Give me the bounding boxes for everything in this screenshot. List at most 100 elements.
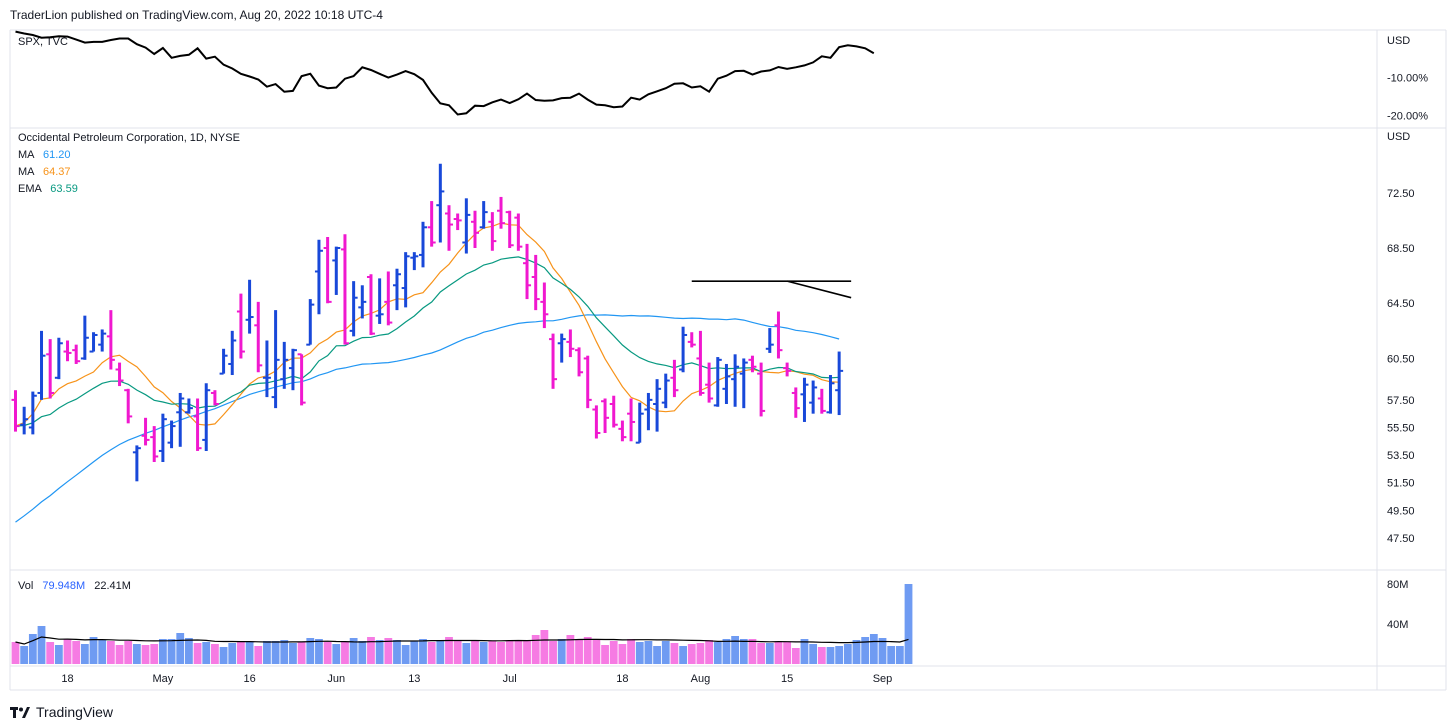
- ohlc-bar: [497, 196, 506, 229]
- ohlc-bar: [627, 398, 636, 442]
- ema-line: [15, 256, 840, 427]
- spx-tick-label: -20.00%: [1387, 111, 1428, 123]
- ohlc-bar: [583, 355, 592, 409]
- ohlc-bar: [54, 337, 63, 380]
- ohlc-bar: [349, 281, 358, 337]
- ohlc-bar: [366, 274, 375, 335]
- ohlc-bar: [514, 213, 523, 251]
- price-tick-label: 51.50: [1387, 478, 1415, 490]
- volume-bar: [375, 640, 384, 664]
- ohlc-bar: [98, 329, 107, 352]
- ohlc-bar: [523, 243, 532, 300]
- ohlc-bar: [89, 332, 98, 353]
- volume-bar: [211, 644, 219, 664]
- publish-info: TraderLion published on TradingView.com,…: [10, 8, 383, 22]
- time-tick-label: Sep: [873, 673, 893, 685]
- volume-bar: [436, 641, 445, 664]
- ma2-label: MA: [18, 166, 34, 178]
- ohlc-bar: [757, 362, 766, 417]
- volume-bar: [531, 635, 540, 664]
- volume-bar: [445, 637, 453, 664]
- volume-bar: [765, 643, 774, 664]
- volume-bar: [280, 640, 289, 664]
- ohlc-bar: [306, 299, 315, 346]
- volume-bar: [748, 639, 757, 664]
- volume-bar: [817, 647, 826, 664]
- ohlc-bar: [479, 201, 488, 229]
- price-tick-label: 64.50: [1387, 298, 1415, 310]
- volume-bar: [358, 641, 367, 664]
- ohlc-bar: [566, 329, 575, 358]
- volume-bar: [341, 642, 349, 664]
- volume-bar: [323, 642, 332, 664]
- volume-bar: [315, 639, 323, 664]
- volume-bar: [514, 640, 523, 664]
- ohlc-bar: [375, 278, 384, 324]
- ohlc-bar: [713, 357, 722, 407]
- price-tick-label: 60.50: [1387, 353, 1415, 365]
- price-tick-label: 72.50: [1387, 188, 1415, 200]
- volume-bar: [150, 644, 159, 664]
- volume-bar: [202, 642, 211, 664]
- spx-currency-label: USD: [1387, 35, 1410, 47]
- ohlc-bar: [202, 383, 211, 451]
- ohlc-bar: [184, 398, 193, 414]
- ohlc-bar: [471, 210, 480, 249]
- ohlc-bar: [635, 402, 644, 444]
- volume-bar: [20, 646, 29, 664]
- volume-bar: [739, 639, 748, 664]
- volume-bar: [167, 639, 176, 664]
- volume-bar: [141, 645, 150, 664]
- volume-legend: Vol 79.948M 22.41M: [18, 578, 131, 595]
- vol-label: Vol: [18, 580, 34, 592]
- ohlc-bar: [254, 301, 263, 373]
- volume-bar: [115, 645, 124, 664]
- ohlc-bar: [679, 326, 688, 373]
- volume-bar: [679, 646, 687, 664]
- volume-bar: [887, 646, 896, 664]
- volume-bar: [479, 642, 488, 664]
- ohlc-bar: [436, 163, 445, 243]
- ohlc-bar: [20, 406, 29, 435]
- ohlc-bar: [141, 417, 150, 446]
- volume-bar: [228, 643, 237, 664]
- volume-bar: [89, 637, 98, 664]
- volume-bar: [583, 637, 592, 664]
- price-tick-label: 53.50: [1387, 450, 1415, 462]
- volume-bar: [800, 639, 809, 664]
- volume-tick-label: 40M: [1387, 619, 1408, 631]
- ema-legend: EMA 63.59: [18, 181, 240, 198]
- footer-brand: TradingView: [36, 704, 114, 720]
- ma1-label: MA: [18, 149, 34, 161]
- volume-bar: [98, 640, 107, 664]
- ohlc-bar: [609, 395, 618, 428]
- volume-bar: [297, 642, 306, 664]
- ma-long-line: [15, 314, 840, 523]
- price-legend: Occidental Petroleum Corporation, 1D, NY…: [18, 130, 240, 198]
- volume-bar: [37, 626, 46, 664]
- ohlc-bar: [323, 236, 332, 304]
- time-tick-label: 18: [616, 673, 628, 685]
- volume-bar: [471, 641, 479, 664]
- ohlc-bar: [297, 353, 306, 406]
- ohlc-bar: [488, 212, 497, 251]
- volume-bar: [627, 639, 635, 664]
- spx-line: [15, 30, 875, 116]
- ohlc-bar: [445, 205, 453, 251]
- volume-bar: [185, 638, 193, 664]
- volume-tick-label: 80M: [1387, 579, 1408, 591]
- ohlc-bar: [549, 333, 558, 389]
- volume-bar: [245, 642, 254, 664]
- ohlc-bar: [262, 340, 271, 398]
- ohlc-bar: [661, 373, 670, 409]
- ohlc-bar: [332, 246, 341, 295]
- volume-bar: [618, 644, 627, 664]
- volume-bar: [306, 638, 315, 664]
- ohlc-bar: [748, 355, 757, 373]
- ohlc-bar: [63, 340, 72, 362]
- ohlc-bar: [653, 379, 662, 432]
- price-tick-label: 68.50: [1387, 243, 1415, 255]
- volume-bar: [289, 643, 297, 664]
- volume-bar: [852, 640, 861, 664]
